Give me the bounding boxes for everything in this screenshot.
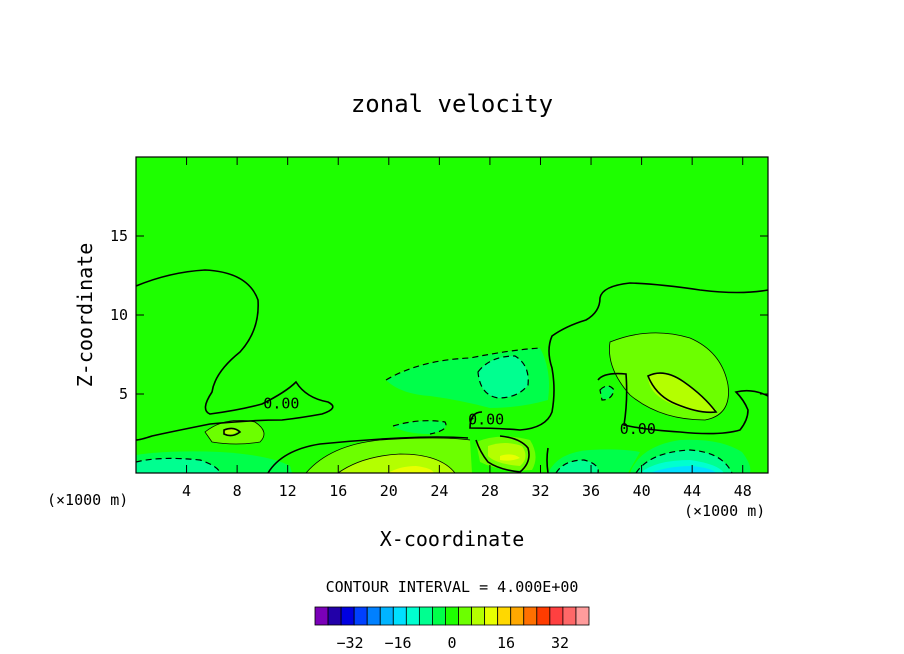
- x-tick-label: 44: [683, 482, 701, 500]
- contour-line-positive: [609, 332, 729, 421]
- x-axis-units-right: (×1000 m): [684, 502, 765, 520]
- colorbar-tick-label: 16: [497, 634, 515, 652]
- contour-line-negative: [135, 457, 221, 474]
- field-region: [478, 356, 529, 398]
- x-axis-ticks: 4 8 12 16 20 24 28 32 36 40 44 48: [182, 157, 752, 500]
- contour-value-labels: 0.00 0.00 0.00: [263, 394, 656, 437]
- contour-line-positive: [337, 453, 456, 474]
- colorbar-swatch: [471, 606, 486, 626]
- contour-value-label: 0.00: [468, 410, 504, 428]
- contour-line-zero: [267, 436, 469, 474]
- colorbar-swatch: [392, 606, 407, 626]
- contour-line-negative: [635, 449, 733, 474]
- colorbar-swatch: [327, 606, 342, 626]
- field-region: [388, 466, 434, 473]
- contour-line-negative: [392, 420, 447, 435]
- colorbar-swatch: [523, 606, 538, 626]
- x-tick-label: 40: [633, 482, 651, 500]
- contour-line-positive: [305, 437, 471, 474]
- x-tick-label: 28: [481, 482, 499, 500]
- y-axis-ticks: 5 10 15: [110, 227, 768, 403]
- field-region: [648, 372, 716, 412]
- x-tick-label: 12: [279, 482, 297, 500]
- colorbar-swatch: [458, 606, 472, 626]
- colorbar-swatch: [575, 606, 590, 626]
- field-region: [393, 420, 446, 434]
- colorbar-swatch: [497, 606, 512, 626]
- colorbar-swatch: [484, 606, 499, 626]
- colorbar-swatch: [432, 606, 446, 626]
- x-tick-label: 8: [233, 482, 242, 500]
- colorbar-swatch: [340, 606, 355, 626]
- colorbar-swatch: [510, 606, 525, 626]
- x-tick-label: 20: [380, 482, 398, 500]
- contour-line-zero: [223, 427, 242, 437]
- contour-field: [136, 157, 768, 473]
- colorbar-swatch: [314, 606, 329, 626]
- field-region: [650, 466, 716, 473]
- x-tick-label: 32: [531, 482, 549, 500]
- colorbar-swatch: [405, 606, 420, 626]
- contour-line-negative: [477, 355, 529, 399]
- x-tick-label: 36: [582, 482, 600, 500]
- colorbar-swatch: [379, 606, 394, 626]
- x-axis-units-left: (×1000 m): [47, 491, 128, 509]
- x-axis-label: X-coordinate: [380, 527, 525, 551]
- x-tick-label: 4: [182, 482, 191, 500]
- colorbar-swatch: [418, 606, 433, 626]
- contour-line-zero: [135, 269, 334, 441]
- x-tick-label: 48: [734, 482, 752, 500]
- y-tick-label: 15: [110, 227, 128, 245]
- contour-value-label: 0.00: [263, 394, 299, 412]
- contour-interval-label: CONTOUR INTERVAL = 4.000E+00: [326, 578, 579, 596]
- field-region: [136, 458, 220, 473]
- colorbar-swatch: [353, 606, 368, 626]
- y-tick-label: 10: [110, 306, 128, 324]
- x-tick-label: 24: [430, 482, 448, 500]
- contour-line-negative: [555, 459, 599, 474]
- contour-line-positive: [204, 419, 265, 445]
- contour-line-negative: [385, 347, 541, 381]
- contour-lines: [135, 269, 769, 474]
- colorbar-swatch: [445, 606, 459, 626]
- colorbar-swatch: [366, 606, 381, 626]
- contour-line-zero: [475, 435, 530, 473]
- contour-line-zero: [646, 372, 718, 414]
- colorbar-swatch: [536, 606, 551, 626]
- y-axis-label: Z-coordinate: [73, 243, 97, 388]
- contour-line-zero: [546, 447, 549, 474]
- contour-value-label: 0.00: [620, 420, 656, 438]
- y-tick-label: 5: [119, 385, 128, 403]
- colorbar-tick-label: 0: [447, 634, 456, 652]
- field-region: [556, 460, 599, 473]
- colorbar-swatch: [549, 606, 564, 626]
- contour-line-zero: [597, 372, 769, 435]
- colorbar-tick-labels: −32 −16 0 16 32: [336, 634, 569, 652]
- field-region: [488, 443, 526, 466]
- colorbar-swatch: [562, 606, 577, 626]
- field-region: [500, 454, 520, 461]
- chart-title: zonal velocity: [351, 90, 553, 118]
- colorbar-tick-label: −16: [384, 634, 411, 652]
- colorbar-tick-label: 32: [551, 634, 569, 652]
- colorbar: [314, 606, 590, 626]
- contour-line-zero: [469, 282, 769, 431]
- x-tick-label: 16: [329, 482, 347, 500]
- contour-line-negative: [599, 385, 615, 401]
- colorbar-tick-label: −32: [336, 634, 363, 652]
